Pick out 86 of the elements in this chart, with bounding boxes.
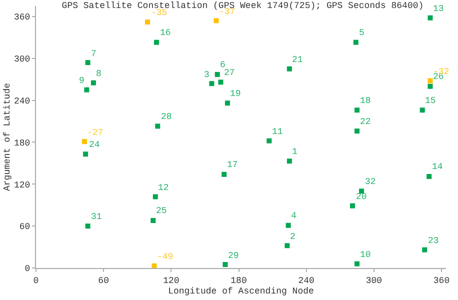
x-tick-label: 240 (298, 276, 314, 286)
annotation: 10 (360, 250, 371, 260)
annotation: 28 (161, 112, 172, 122)
y-tick-label: 60 (19, 222, 30, 232)
annotation: -27 (87, 128, 104, 138)
annotation: 9 (79, 76, 84, 86)
point (426, 174, 432, 179)
x-axis-title: Longitude of Ascending Node (168, 286, 314, 297)
annotation: 22 (360, 117, 371, 127)
annotation: 14 (432, 162, 443, 172)
point (266, 138, 272, 144)
point (354, 128, 360, 134)
point (152, 263, 157, 268)
annotation: 25 (156, 206, 167, 216)
point (222, 262, 228, 268)
x-tick-label: 120 (163, 276, 180, 286)
annotation: 8 (96, 69, 102, 79)
annotation: 2 (290, 232, 296, 242)
point (152, 194, 158, 200)
annotation: 15 (425, 96, 436, 106)
point (284, 243, 290, 248)
annotation: -35 (151, 8, 168, 18)
annotation: 26 (433, 72, 444, 82)
annotation: 21 (292, 55, 303, 65)
point (420, 108, 425, 113)
point (286, 66, 292, 72)
point (354, 108, 360, 113)
point (286, 222, 291, 228)
annotation: 24 (89, 140, 100, 150)
annotation: 27 (224, 68, 235, 78)
point (214, 72, 220, 77)
y-tick-label: 300 (14, 54, 30, 65)
point (90, 80, 96, 86)
point (353, 40, 358, 45)
y-tick-label: 120 (14, 180, 30, 190)
point (82, 139, 87, 144)
point (83, 152, 88, 157)
annotation: 11 (272, 127, 283, 137)
annotation: 5 (359, 28, 364, 38)
point (224, 100, 230, 106)
point (428, 78, 433, 84)
annotation: 12 (158, 183, 169, 193)
annotation: 4 (291, 211, 296, 221)
point (428, 84, 433, 89)
point (154, 40, 160, 45)
point (214, 18, 219, 24)
y-tick-label: 360 (14, 12, 30, 23)
y-tick-label: 0 (24, 264, 30, 274)
annotation: 3 (204, 70, 210, 80)
point (155, 124, 160, 129)
y-axis-title: Argument of Latitude (2, 82, 12, 192)
point (354, 261, 360, 266)
point (222, 172, 227, 177)
annotation: 19 (230, 89, 241, 99)
annotation: 29 (228, 251, 239, 261)
y-tick-label: 180 (14, 138, 30, 148)
point (422, 247, 428, 252)
annotation: 18 (360, 96, 371, 106)
point (85, 224, 90, 229)
point (150, 218, 156, 223)
point (84, 87, 90, 92)
point (85, 60, 90, 66)
annotation: 6 (220, 60, 226, 70)
point (286, 158, 292, 164)
annotation: 1 (292, 147, 298, 157)
annotation: 17 (227, 160, 238, 170)
annotation: 31 (91, 212, 102, 222)
y-tick-label: 240 (14, 96, 30, 106)
point (145, 20, 150, 25)
annotation: 16 (160, 28, 171, 38)
annotation: 7 (91, 49, 96, 59)
annotation: 13 (433, 4, 444, 14)
annotation: -37 (219, 7, 236, 17)
point (428, 15, 433, 20)
x-tick-label: 360 (433, 276, 450, 286)
x-tick-label: 0 (33, 276, 39, 286)
point (218, 80, 224, 85)
x-tick-label: 300 (366, 276, 382, 286)
point (209, 81, 214, 86)
annotation: -49 (157, 252, 174, 262)
point (350, 203, 356, 208)
annotation: 23 (428, 236, 439, 246)
x-tick-label: 180 (230, 276, 247, 286)
x-tick-label: 60 (98, 276, 109, 286)
annotation: 20 (356, 192, 367, 202)
annotation: 32 (365, 177, 376, 187)
